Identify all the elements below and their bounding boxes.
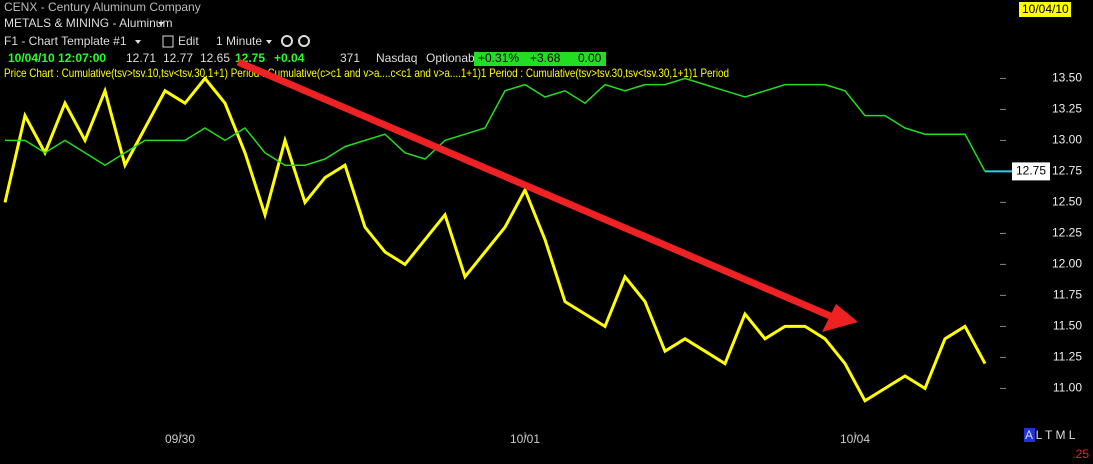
y-tick-label: 12.50 — [1052, 195, 1082, 209]
trend-arrow — [236, 58, 837, 322]
legend: Price Chart : Cumulative(tsv>tsv.10,tsv<… — [4, 66, 729, 80]
low: 12.65 — [200, 51, 230, 65]
y-tick-label: 13.00 — [1052, 133, 1082, 147]
y-tick-label: 12.25 — [1052, 226, 1082, 240]
symbol: CENX - Century Aluminum Company — [4, 0, 201, 14]
time: 10/04/10 12:07:00 — [8, 51, 106, 65]
y-tick-label: 13.25 — [1052, 102, 1082, 116]
date: 10/04/10 — [1022, 2, 1069, 16]
box3: 0.00 — [578, 51, 602, 65]
volume: 371 — [340, 51, 360, 65]
y-tick-label: 12.00 — [1052, 257, 1082, 271]
y-tick-label: 11.50 — [1053, 319, 1082, 333]
change-boxes — [474, 52, 606, 66]
date-box — [1019, 2, 1071, 17]
industry[interactable]: METALS & MINING - Aluminum — [4, 16, 172, 30]
pct-change: +0.31% — [478, 51, 519, 65]
dropdown[interactable] — [266, 40, 272, 44]
scale: .25 — [1072, 447, 1089, 461]
y-tick-label: 12.75 — [1052, 164, 1082, 178]
x-tick-label: 10/04 — [840, 432, 870, 446]
x-tick-label: 10/01 — [510, 432, 540, 446]
arrow-head — [822, 304, 858, 332]
mode-box — [1024, 428, 1035, 442]
template[interactable]: F1 - Chart Template #1 — [4, 34, 127, 48]
price-tag — [1012, 162, 1050, 181]
edit-icon[interactable] — [162, 35, 174, 48]
price-tag-label: 12.75 — [1016, 164, 1046, 178]
series-line — [3, 76, 987, 403]
zoom-out[interactable] — [298, 35, 310, 47]
x-tick-label: 09/30 — [165, 432, 195, 446]
y-tick-label: 11.25 — [1053, 350, 1082, 364]
y-tick-label: 11.75 — [1053, 288, 1082, 302]
high: 12.77 — [163, 51, 193, 65]
modes[interactable]: A L T M L — [1025, 428, 1076, 442]
change: +0.04 — [274, 51, 305, 65]
dropdown[interactable] — [135, 40, 141, 44]
y-tick-label: 11.00 — [1053, 381, 1082, 395]
y-tick-label: 13.50 — [1052, 71, 1082, 85]
interval[interactable]: 1 Minute — [216, 34, 262, 48]
series-line — [5, 77, 986, 172]
plot: 09/30 10/01 10/04 11.00 11.25 11.50 11.75 12.00… — [3, 71, 1082, 446]
dropdown[interactable] — [158, 22, 164, 26]
optionable: Optionable — [426, 51, 484, 65]
edit[interactable]: Edit — [178, 34, 199, 48]
open: 12.71 — [126, 51, 156, 65]
zoom-in[interactable] — [281, 35, 293, 47]
box2: +3.68 — [530, 51, 561, 65]
exchange: Nasdaq — [376, 51, 417, 65]
